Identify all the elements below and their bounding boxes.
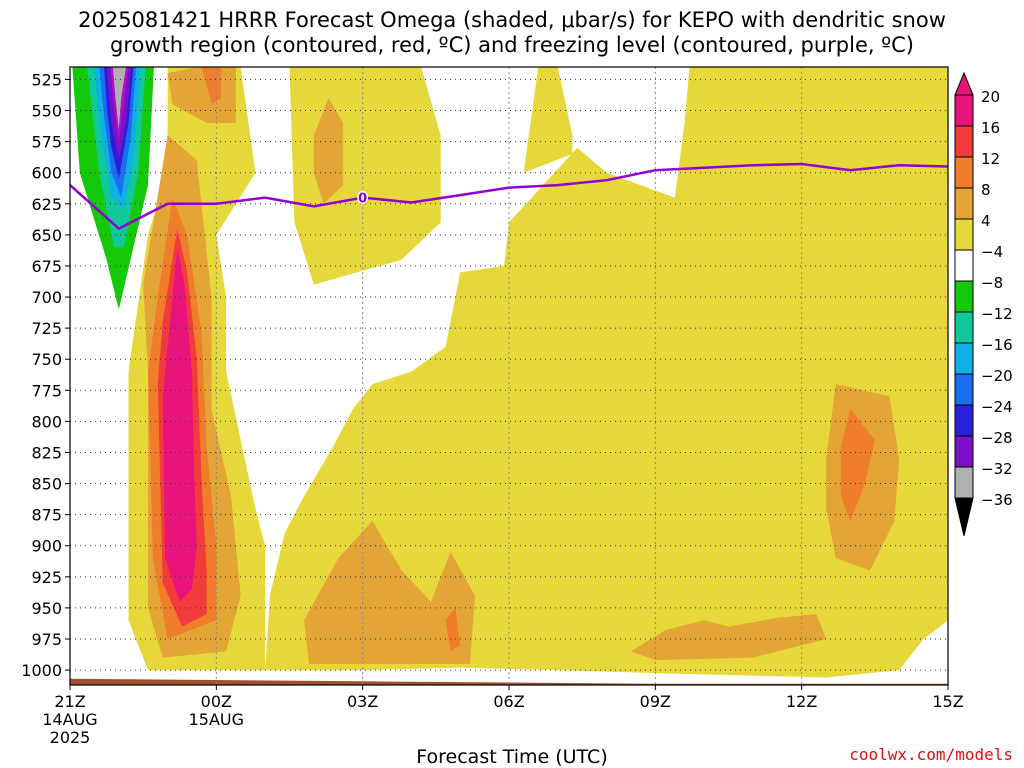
x-tick-date-00Z: 15AUG <box>189 710 244 729</box>
colorbar-label-9: −20 <box>981 367 1013 385</box>
colorbar: 20 16 12 8 4 −4 −8 −12 −16 −20 −24 −28 −32 −36 <box>954 71 1013 537</box>
y-tick-label-725: 725 <box>31 319 62 338</box>
colorbar-swatch-7 <box>954 311 974 344</box>
title-line-1: 2025081421 HRRR Forecast Omega (shaded, … <box>78 8 946 32</box>
y-tick-label-875: 875 <box>31 506 62 525</box>
freezing-level-line <box>69 162 949 231</box>
colorbar-swatch-10 <box>954 404 974 437</box>
y-tick-label-700: 700 <box>31 288 62 307</box>
omega-region-2 <box>289 67 441 285</box>
x-tick-label-03Z: 03Z <box>347 692 378 711</box>
colorbar-label-5: −4 <box>981 243 1003 261</box>
x-tick-year-21Z: 2025 <box>50 728 91 747</box>
y-tick-label-850: 850 <box>31 475 62 494</box>
omega-region-23 <box>112 67 127 130</box>
y-tick-label-975: 975 <box>31 630 62 649</box>
title-line-2: growth region (contoured, red, ºC) and f… <box>110 33 914 57</box>
y-tick-label-750: 750 <box>31 350 62 369</box>
omega-region-10 <box>313 98 344 204</box>
x-tick-label-15Z: 15Z <box>932 692 963 711</box>
terrain-layer <box>70 678 948 685</box>
x-tick-label-09Z: 09Z <box>640 692 671 711</box>
colorbar-swatch-last <box>954 466 974 499</box>
colorbar-label-4: 4 <box>981 212 991 230</box>
colorbar-swatch-0 <box>954 94 974 127</box>
x-tick-date-21Z: 14AUG <box>42 710 97 729</box>
y-tick-label-800: 800 <box>31 412 62 431</box>
colorbar-swatch-1 <box>954 125 974 158</box>
x-tick-label-00Z: 00Z <box>201 692 232 711</box>
colorbar-label-13: −36 <box>981 491 1013 509</box>
colorbar-label-0: 20 <box>981 88 1000 106</box>
colorbar-label-10: −24 <box>981 398 1013 416</box>
chart-title: 2025081421 HRRR Forecast Omega (shaded, … <box>0 8 1024 58</box>
y-tick-label-925: 925 <box>31 568 62 587</box>
y-tick-label-600: 600 <box>31 164 62 183</box>
y-tick-label-900: 900 <box>31 537 62 556</box>
colorbar-label-3: 8 <box>981 181 991 199</box>
colorbar-label-11: −28 <box>981 429 1013 447</box>
y-tick-label-625: 625 <box>31 195 62 214</box>
omega-region-3 <box>523 67 573 173</box>
colorbar-swatch-6 <box>954 280 974 313</box>
omega-region-14 <box>840 409 875 521</box>
omega-region-15 <box>630 614 827 661</box>
credit-link[interactable]: coolwx.com/models <box>849 745 1013 764</box>
x-axis-label: Forecast Time (UTC) <box>416 746 608 768</box>
colorbar-label-6: −8 <box>981 274 1003 292</box>
omega-region-1 <box>265 67 948 678</box>
freezing-level-layer: 0 <box>69 162 949 231</box>
colorbar-swatch-5 <box>954 249 974 282</box>
colorbar-label-7: −12 <box>981 305 1013 323</box>
y-tick-label-525: 525 <box>31 70 62 89</box>
freezing-level-label: 0 <box>358 192 367 207</box>
y-tick-label-575: 575 <box>31 133 62 152</box>
colorbar-swatch-8 <box>954 342 974 375</box>
x-tick-label-21Z: 21Z <box>54 692 85 711</box>
y-tick-label-775: 775 <box>31 381 62 400</box>
omega-region-9 <box>201 67 222 105</box>
y-tick-label-825: 825 <box>31 443 62 462</box>
y-tick-label-550: 550 <box>31 102 62 121</box>
colorbar-bottom-arrow <box>954 497 974 537</box>
omega-region-12 <box>445 607 461 652</box>
x-tick-label-12Z: 12Z <box>786 692 817 711</box>
omega-shading <box>72 67 948 678</box>
colorbar-top-arrow <box>954 71 974 96</box>
y-tick-label-950: 950 <box>31 599 62 618</box>
y-tick-label-675: 675 <box>31 257 62 276</box>
colorbar-label-1: 16 <box>981 119 1000 137</box>
grid-lines <box>70 67 948 685</box>
colorbar-swatch-9 <box>954 373 974 406</box>
omega-region-11 <box>304 520 475 664</box>
colorbar-swatch-2 <box>954 156 974 189</box>
omega-region-7 <box>162 247 197 602</box>
colorbar-label-12: −32 <box>981 460 1013 478</box>
colorbar-swatch-3 <box>954 187 974 220</box>
axes: 525 550 575 600 625 650 675 700 725 750 775 800 825 8… <box>21 66 964 747</box>
colorbar-label-8: −16 <box>981 336 1013 354</box>
colorbar-swatch-4 <box>954 218 974 251</box>
y-tick-label-650: 650 <box>31 226 62 245</box>
x-tick-label-06Z: 06Z <box>493 692 524 711</box>
terrain-fill <box>70 678 948 685</box>
colorbar-swatch-11 <box>954 435 974 468</box>
colorbar-label-2: 12 <box>981 150 1000 168</box>
y-tick-label-1000: 1000 <box>21 661 62 680</box>
